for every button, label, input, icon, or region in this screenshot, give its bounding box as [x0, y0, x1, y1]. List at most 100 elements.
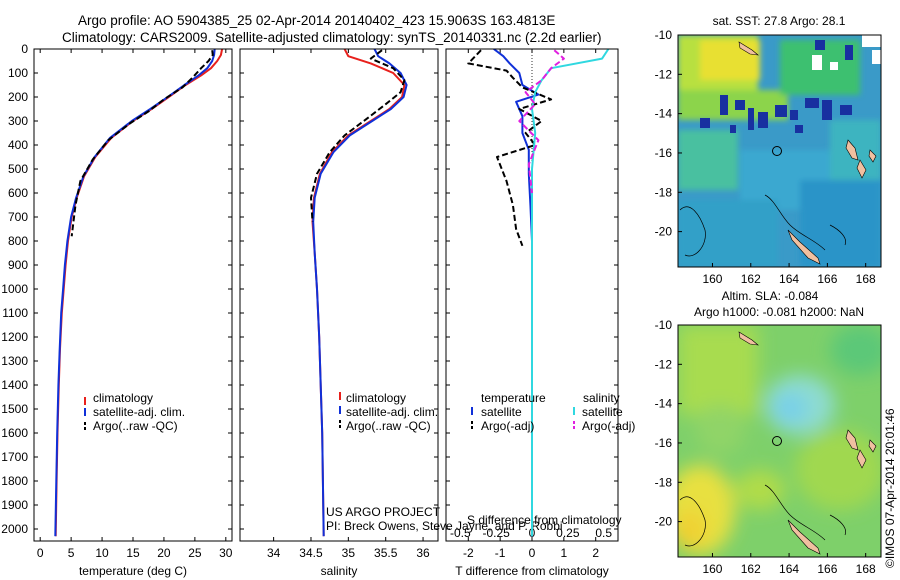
difference-xtick-label: 2 — [592, 546, 599, 560]
difference-xtick-label: 0 — [529, 546, 536, 560]
sst-map-ytick-label: -18 — [655, 185, 673, 199]
difference-series-salinity-argo-adj- — [518, 49, 565, 194]
temperature-xtick-label: 30 — [219, 546, 233, 560]
depth-tick-label: 900 — [8, 258, 28, 272]
difference-panel: -2 -1 0 1 2-0.5 -0.25 0 0.25 0.5 temperature sal… — [445, 48, 635, 578]
sla-map-ytick-label: -18 — [655, 475, 673, 489]
difference-xlabel2: S difference from climatology — [467, 513, 622, 527]
sst-map-xtick-label: 162 — [741, 272, 761, 286]
salinity-legend-satellite: satellite-adj. clim. — [346, 405, 438, 419]
difference-xtick2-label: 0.5 — [595, 526, 612, 540]
salinity-series-satellite-adj-clim- — [312, 49, 408, 537]
sla-map-ytick-label: -10 — [655, 318, 673, 332]
depth-tick-label: 200 — [8, 90, 28, 104]
difference-legend-sal-satellite: satellite — [582, 405, 623, 419]
sla-islands — [738, 331, 877, 555]
sla-map-ytick-label: -12 — [655, 357, 673, 371]
difference-series-salinity-satellite — [531, 49, 610, 537]
sla-map-xtick-label: 168 — [856, 562, 876, 576]
temperature-legend-satellite: satellite-adj. clim. — [93, 405, 185, 419]
depth-tick-label: 1900 — [1, 498, 28, 512]
depth-tick-label: 800 — [8, 234, 28, 248]
sst-islands — [738, 41, 877, 265]
depth-tick-label: 0 — [21, 42, 28, 56]
temperature-frame — [33, 48, 233, 542]
temperature-xlabel: temperature (deg C) — [79, 564, 187, 578]
sst-map-ytick-label: -12 — [655, 67, 673, 81]
sst-cold-band — [700, 40, 853, 133]
depth-tick-label: 100 — [8, 66, 28, 80]
figure-title-line1: Argo profile: AO 5904385_25 02-Apr-2014 … — [78, 13, 555, 28]
salinity-lines — [310, 49, 408, 537]
sla-argo-position — [772, 436, 782, 446]
temperature-lines — [54, 49, 224, 537]
difference-frame — [445, 48, 619, 542]
sla-map-title2: Argo h1000: -0.081 h2000: NaN — [694, 305, 864, 319]
pi-note: PI: Breck Owens, Steve Jayne, and P. Rob… — [326, 519, 563, 533]
depth-tick-label: 2000 — [1, 522, 28, 536]
depth-tick-label: 1600 — [1, 426, 28, 440]
sst-map-xtick-label: 168 — [856, 272, 876, 286]
depth-tick-label: 700 — [8, 210, 28, 224]
project-note: US ARGO PROJECT — [326, 505, 441, 519]
difference-xtick-label: -2 — [463, 546, 474, 560]
temperature-xtick-label: 20 — [157, 546, 171, 560]
temperature-xtick-label: 25 — [188, 546, 202, 560]
difference-legend-salinity-title: salinity — [583, 391, 620, 405]
salinity-xtick-label: 34.5 — [299, 546, 323, 560]
depth-tick-label: 1800 — [1, 474, 28, 488]
depth-tick-label: 1700 — [1, 450, 28, 464]
difference-legend-sal-argo: Argo(-adj) — [582, 419, 635, 433]
temperature-panel: 0 5 10 15 20 25 300100200300400500600700800900… — [1, 42, 233, 578]
figure-title-line2: Climatology: CARS2009. Satellite-adjuste… — [62, 30, 602, 45]
sst-map-ytick-label: -20 — [655, 225, 673, 239]
sla-map-frame — [677, 324, 882, 558]
sst-bathy-contour — [679, 194, 846, 257]
depth-tick-label: 1200 — [1, 330, 28, 344]
depth-tick-label: 400 — [8, 138, 28, 152]
sla-map-panel: Altim. SLA: -0.084 Argo h1000: -0.081 h2… — [655, 289, 882, 576]
salinity-legend-argo: Argo(..raw -QC) — [346, 419, 431, 433]
sla-map-xtick-label: 160 — [702, 562, 722, 576]
temperature-legend: climatology satellite-adj. clim. Argo(..… — [84, 391, 185, 433]
temperature-xtick-label: 0 — [37, 546, 44, 560]
difference-xtick-label: 1 — [561, 546, 568, 560]
depth-tick-label: 1000 — [1, 282, 28, 296]
temperature-xtick-label: 15 — [126, 546, 140, 560]
difference-legend-temp-satellite: satellite — [481, 405, 522, 419]
difference-xtick2-label: 0.25 — [556, 526, 580, 540]
sla-map-ticks: 160 162 164 166 168 -10 -12 -14 -16 -18 -20 — [655, 318, 876, 576]
sla-map-xtick-label: 164 — [779, 562, 799, 576]
salinity-panel: 34 34.5 35 35.5 36 salinity climatology sate… — [239, 48, 563, 578]
sst-map-title: sat. SST: 27.8 Argo: 28.1 — [713, 14, 846, 28]
temperature-xtick-label: 5 — [68, 546, 75, 560]
depth-tick-label: 1500 — [1, 402, 28, 416]
difference-xtick2-label: -0.5 — [450, 526, 471, 540]
sst-missing — [812, 35, 881, 70]
salinity-xlabel: salinity — [321, 564, 358, 578]
difference-xtick2-label: -0.25 — [482, 526, 510, 540]
sst-map-xtick-label: 166 — [817, 272, 837, 286]
difference-legend-temperature-title: temperature — [481, 391, 546, 405]
depth-tick-label: 300 — [8, 114, 28, 128]
salinity-xtick-label: 35 — [342, 546, 356, 560]
salinity-series-argo-raw-qc- — [310, 49, 406, 222]
difference-legend-temp-argo: Argo(-adj) — [481, 419, 534, 433]
temperature-legend-argo: Argo(..raw -QC) — [93, 419, 178, 433]
difference-ticks: -2 -1 0 1 2-0.5 -0.25 0 0.25 0.5 — [446, 48, 618, 560]
sla-bathy-contour — [679, 484, 846, 547]
imos-watermark: ©IMOS 07-Apr-2014 20:01:46 — [883, 408, 897, 568]
temperature-legend-climatology: climatology — [93, 391, 153, 405]
sst-map-ticks: 160 162 164 166 168 -10 -12 -14 -16 -18 -20 — [655, 28, 876, 286]
depth-tick-label: 1400 — [1, 378, 28, 392]
difference-xlabel: T difference from climatology — [455, 564, 609, 578]
sst-map-ytick-label: -16 — [655, 146, 673, 160]
depth-tick-label: 1300 — [1, 354, 28, 368]
difference-legend: temperature salinity satellite Argo(-adj… — [471, 391, 635, 433]
salinity-legend: climatology satellite-adj. clim. Argo(..… — [339, 391, 438, 433]
sla-map-title: Altim. SLA: -0.084 — [722, 289, 819, 303]
depth-tick-label: 1100 — [2, 306, 28, 320]
sla-map-ytick-label: -14 — [655, 397, 673, 411]
sst-map-ytick-label: -14 — [655, 107, 673, 121]
